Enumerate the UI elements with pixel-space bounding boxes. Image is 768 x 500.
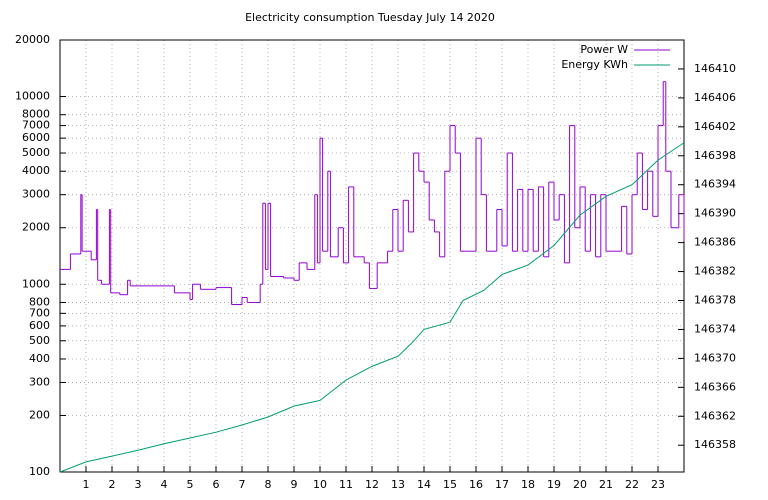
y-tick-label: 2000 [22,221,50,234]
x-tick-label: 15 [443,478,457,491]
x-tick-label: 5 [187,478,194,491]
chart-title: Electricity consumption Tuesday July 14 … [245,11,495,24]
y-tick-label: 1000 [22,277,50,290]
y2-tick-label: 146378 [694,294,736,307]
x-tick-label: 20 [573,478,587,491]
y-tick-label: 4000 [22,164,50,177]
x-tick-label: 6 [213,478,220,491]
plot-frame [59,39,685,473]
x-tick-label: 7 [239,478,246,491]
y2-tick-label: 146410 [694,62,736,75]
x-tick-label: 12 [365,478,379,491]
x-tick-label: 1 [83,478,90,491]
y2-tick-label: 146382 [694,265,736,278]
y-tick-label: 400 [29,352,50,365]
y-tick-label: 100 [29,465,50,478]
series-line [59,142,685,473]
y2-tick-label: 146358 [694,438,736,451]
x-tick-label: 11 [339,478,353,491]
y2-tick-label: 146374 [694,322,736,335]
y-tick-label: 500 [29,334,50,347]
x-tick-label: 21 [599,478,613,491]
x-tick-label: 13 [391,478,405,491]
y2-tick-label: 146366 [694,380,736,393]
legend-label: Power W [580,43,628,56]
y-tick-label: 200 [29,408,50,421]
legend-label: Energy KWh [561,58,628,71]
x-tick-label: 18 [521,478,535,491]
y-tick-label: 6000 [22,131,50,144]
y-tick-label: 8000 [22,108,50,121]
x-tick-label: 22 [625,478,639,491]
x-tick-label: 10 [313,478,327,491]
y-tick-label: 20000 [15,33,50,46]
x-tick-label: 9 [291,478,298,491]
y-tick-label: 300 [29,375,50,388]
x-tick-label: 4 [161,478,168,491]
x-tick-label: 16 [469,478,483,491]
x-tick-label: 8 [265,478,272,491]
x-tick-label: 23 [651,478,665,491]
y2-tick-label: 146362 [694,409,736,422]
y2-tick-label: 146386 [694,236,736,249]
y-tick-label: 7000 [22,119,50,132]
y-tick-label: 5000 [22,146,50,159]
y-tick-label: 3000 [22,188,50,201]
y2-tick-label: 146390 [694,207,736,220]
y2-tick-label: 146370 [694,351,736,364]
y-tick-label: 800 [29,295,50,308]
y-tick-label: 700 [29,306,50,319]
x-tick-label: 2 [109,478,116,491]
y2-tick-label: 146394 [694,178,736,191]
y-tick-label: 10000 [15,90,50,103]
y2-tick-label: 146398 [694,149,736,162]
x-tick-label: 3 [135,478,142,491]
x-tick-label: 17 [495,478,509,491]
y-tick-label: 600 [29,319,50,332]
x-tick-label: 19 [547,478,561,491]
y2-tick-label: 146406 [694,91,736,104]
x-tick-label: 14 [417,478,431,491]
y2-tick-label: 146402 [694,120,736,133]
